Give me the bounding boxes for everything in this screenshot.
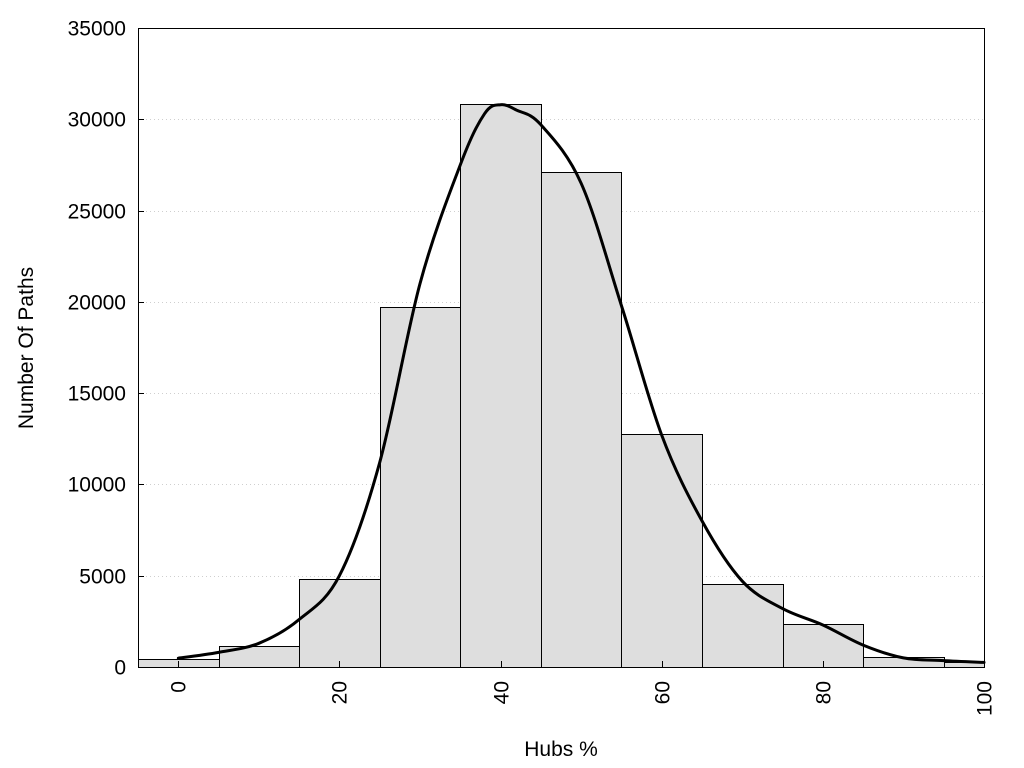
grid-lines [138, 119, 984, 577]
x-axis-title: Hubs % [524, 738, 598, 761]
y-tick-label: 35000 [68, 18, 126, 41]
histogram-bar [460, 104, 542, 668]
x-tick-label: 40 [491, 681, 514, 704]
histogram-bar [541, 172, 622, 668]
x-tick-label: 60 [652, 681, 675, 704]
histogram-bar [702, 584, 784, 668]
y-tick-label: 5000 [79, 566, 126, 589]
density-curve-layer [176, 103, 986, 664]
y-tick-label: 15000 [68, 383, 126, 406]
density-curve [176, 103, 986, 664]
x-tick-label: 80 [813, 681, 836, 704]
histogram-bars [138, 104, 985, 668]
x-tick-label: 20 [329, 681, 352, 704]
x-tick-label: 0 [168, 681, 191, 693]
plot-frame [138, 28, 985, 668]
y-axis-title: Number Of Paths [15, 267, 38, 429]
histogram-bar [299, 579, 381, 668]
x-axis-ticks: 0 20 40 60 80 100 [168, 661, 997, 716]
y-tick-label: 30000 [68, 109, 126, 132]
y-tick-label: 20000 [68, 292, 126, 315]
histogram-bar [621, 434, 703, 668]
y-tick-label: 0 [114, 657, 126, 680]
y-tick-label: 10000 [68, 474, 126, 497]
y-tick-label: 25000 [68, 201, 126, 224]
y-axis-ticks: 0 5000 10000 15000 20000 25000 30000 35000 [68, 18, 144, 680]
x-tick-label: 100 [974, 681, 997, 716]
histogram-bar [380, 307, 461, 668]
